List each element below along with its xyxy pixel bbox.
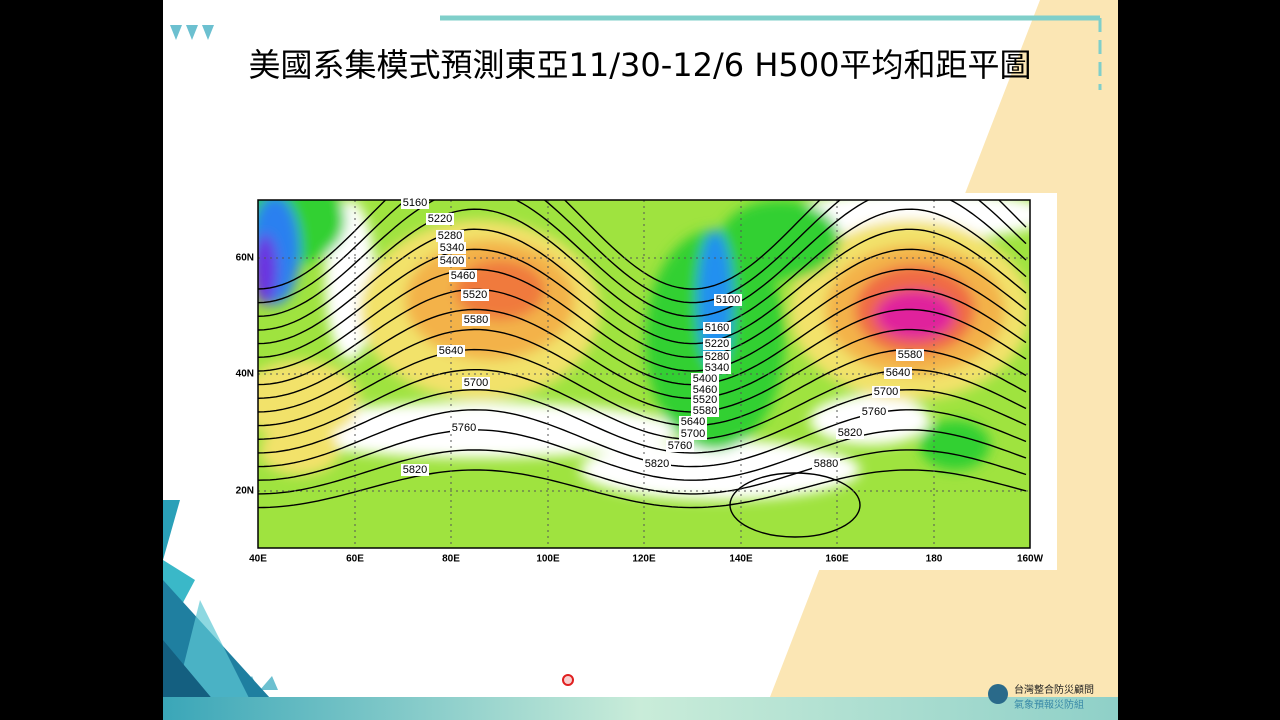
label-bg [436, 230, 464, 242]
contour-line [258, 248, 1027, 359]
contour-label: 5700 [874, 386, 898, 398]
label-bg [679, 428, 707, 440]
contour-line [258, 268, 1027, 372]
contour-line [258, 308, 1027, 400]
contour-label: 5220 [428, 213, 452, 225]
label-bg [896, 349, 924, 361]
contour-line [258, 200, 1027, 290]
contour-label: 5400 [440, 255, 464, 267]
label-bg [703, 351, 731, 363]
contour-label: 5760 [668, 440, 692, 452]
logo-icon [988, 684, 1008, 704]
label-bg [691, 394, 719, 406]
lon-label: 60E [346, 554, 364, 565]
label-bg [679, 416, 707, 428]
label-bg [438, 255, 466, 267]
contour-label: 5100 [716, 294, 740, 306]
contour-line [258, 200, 1027, 318]
label-bg [714, 294, 742, 306]
label-bg [461, 289, 489, 301]
contour-label: 5700 [681, 428, 705, 440]
label-bg [812, 458, 840, 470]
label-bg [462, 377, 490, 389]
contour-labels: 5160522052805340540054605520558056405700… [401, 197, 924, 476]
label-bg [872, 386, 900, 398]
contour-label: 5640 [681, 416, 705, 428]
contour-label: 5820 [645, 458, 669, 470]
contour-label: 5460 [451, 270, 475, 282]
contour-label: 5820 [838, 427, 862, 439]
label-bg [691, 373, 719, 385]
contour-label: 5580 [464, 314, 488, 326]
label-bg [666, 440, 694, 452]
contour-label: 5160 [705, 322, 729, 334]
lat-label: 20N [236, 486, 254, 497]
label-bg [401, 197, 429, 209]
contour-label: 5280 [705, 351, 729, 363]
contour-label: 5760 [452, 422, 476, 434]
label-bg [401, 464, 429, 476]
contour-label: 5520 [463, 289, 487, 301]
slide-title: 美國系集模式預測東亞11/30-12/6 H500平均和距平圖 [249, 46, 1032, 84]
contour-label: 5760 [862, 406, 886, 418]
label-bg [703, 322, 731, 334]
contour-line [258, 200, 1027, 304]
contour-label: 5580 [693, 405, 717, 417]
contour-line [258, 409, 1027, 468]
label-bg [438, 242, 466, 254]
contour-label: 5400 [693, 373, 717, 385]
lon-label: 120E [632, 554, 656, 565]
contour-label: 5340 [705, 362, 729, 374]
lat-label: 40N [236, 369, 254, 380]
contour-label: 5580 [898, 349, 922, 361]
lon-label: 80E [442, 554, 460, 565]
contour-line [258, 449, 1027, 495]
contour-line [258, 469, 1027, 509]
label-bg [703, 338, 731, 350]
contour-label: 5820 [403, 464, 427, 476]
label-bg [691, 384, 719, 396]
label-bg [860, 406, 888, 418]
contour-label: 5220 [705, 338, 729, 350]
logo-text: 台灣整合防災顧問 [1014, 683, 1094, 696]
contour-label: 5340 [440, 242, 464, 254]
label-bg [437, 345, 465, 357]
label-bg [449, 270, 477, 282]
contour-label: 5640 [439, 345, 463, 357]
contour-label: 5880 [814, 458, 838, 470]
label-bg [643, 458, 671, 470]
map-border [257, 199, 1031, 549]
label-bg [703, 362, 731, 374]
contour-line [258, 288, 1027, 386]
logo-text: 氣象預報災防組 [1014, 698, 1084, 711]
contour-label: 5160 [403, 197, 427, 209]
contour-label: 5280 [438, 230, 462, 242]
contour-label: 5460 [693, 384, 717, 396]
lat-label: 60N [236, 253, 254, 264]
label-bg [836, 427, 864, 439]
lon-label: 40E [249, 554, 267, 565]
contour-label: 5640 [886, 367, 910, 379]
contour-line [729, 472, 861, 538]
lon-label: 160E [825, 554, 849, 565]
contour-line [258, 328, 1027, 413]
cursor-dot [562, 674, 574, 686]
label-bg [884, 367, 912, 379]
contour-label: 5520 [693, 394, 717, 406]
label-bg [462, 314, 490, 326]
lon-label: 100E [536, 554, 560, 565]
label-bg [691, 405, 719, 417]
label-bg [426, 213, 454, 225]
contour-line [258, 228, 1027, 345]
map [258, 200, 1030, 548]
contour-line [258, 208, 1027, 331]
lon-label: 160W [1017, 554, 1044, 565]
label-bg [450, 422, 478, 434]
lon-label: 140E [729, 554, 753, 565]
lon-label: 180 [926, 554, 943, 565]
contour-label: 5700 [464, 377, 488, 389]
contour-line [258, 429, 1027, 481]
deco-band [163, 697, 1118, 720]
